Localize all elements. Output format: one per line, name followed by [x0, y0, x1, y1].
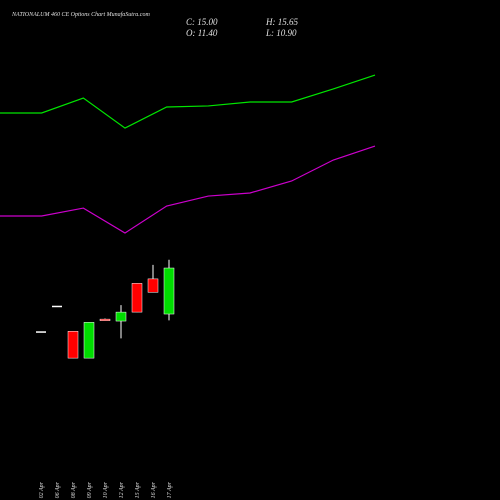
- candle-body: [83, 322, 95, 359]
- indicator-line: [0, 74, 376, 129]
- x-tick-label: 09 Apr: [87, 481, 93, 498]
- candle-body: [99, 318, 111, 321]
- x-tick-label: 12 Apr: [119, 481, 125, 498]
- x-tick-label: 16 Apr: [151, 481, 157, 498]
- indicator-line: [0, 145, 376, 234]
- chart-title: NATIONALUM 460 CE Options Chart MunafaSu…: [11, 11, 150, 18]
- candle-body: [52, 305, 62, 308]
- close-label: C: 15.00: [186, 17, 218, 27]
- candle-body: [36, 331, 46, 333]
- x-tick-label: 02 Apr: [39, 481, 45, 498]
- candle-body: [67, 331, 79, 359]
- x-tick-label: 10 Apr: [103, 481, 109, 498]
- candle-body: [163, 267, 175, 315]
- low-label: L: 10.90: [265, 28, 297, 38]
- open-label: O: 11.40: [186, 28, 218, 38]
- x-tick-label: 06 Apr: [55, 481, 61, 498]
- high-label: H: 15.65: [265, 17, 298, 27]
- candle-body: [115, 311, 127, 322]
- x-tick-label: 17 Apr: [167, 481, 173, 498]
- x-tick-label: 08 Apr: [71, 481, 77, 498]
- candle-body: [147, 278, 159, 293]
- candle-body: [131, 283, 143, 313]
- x-tick-label: 15 Apr: [135, 481, 141, 498]
